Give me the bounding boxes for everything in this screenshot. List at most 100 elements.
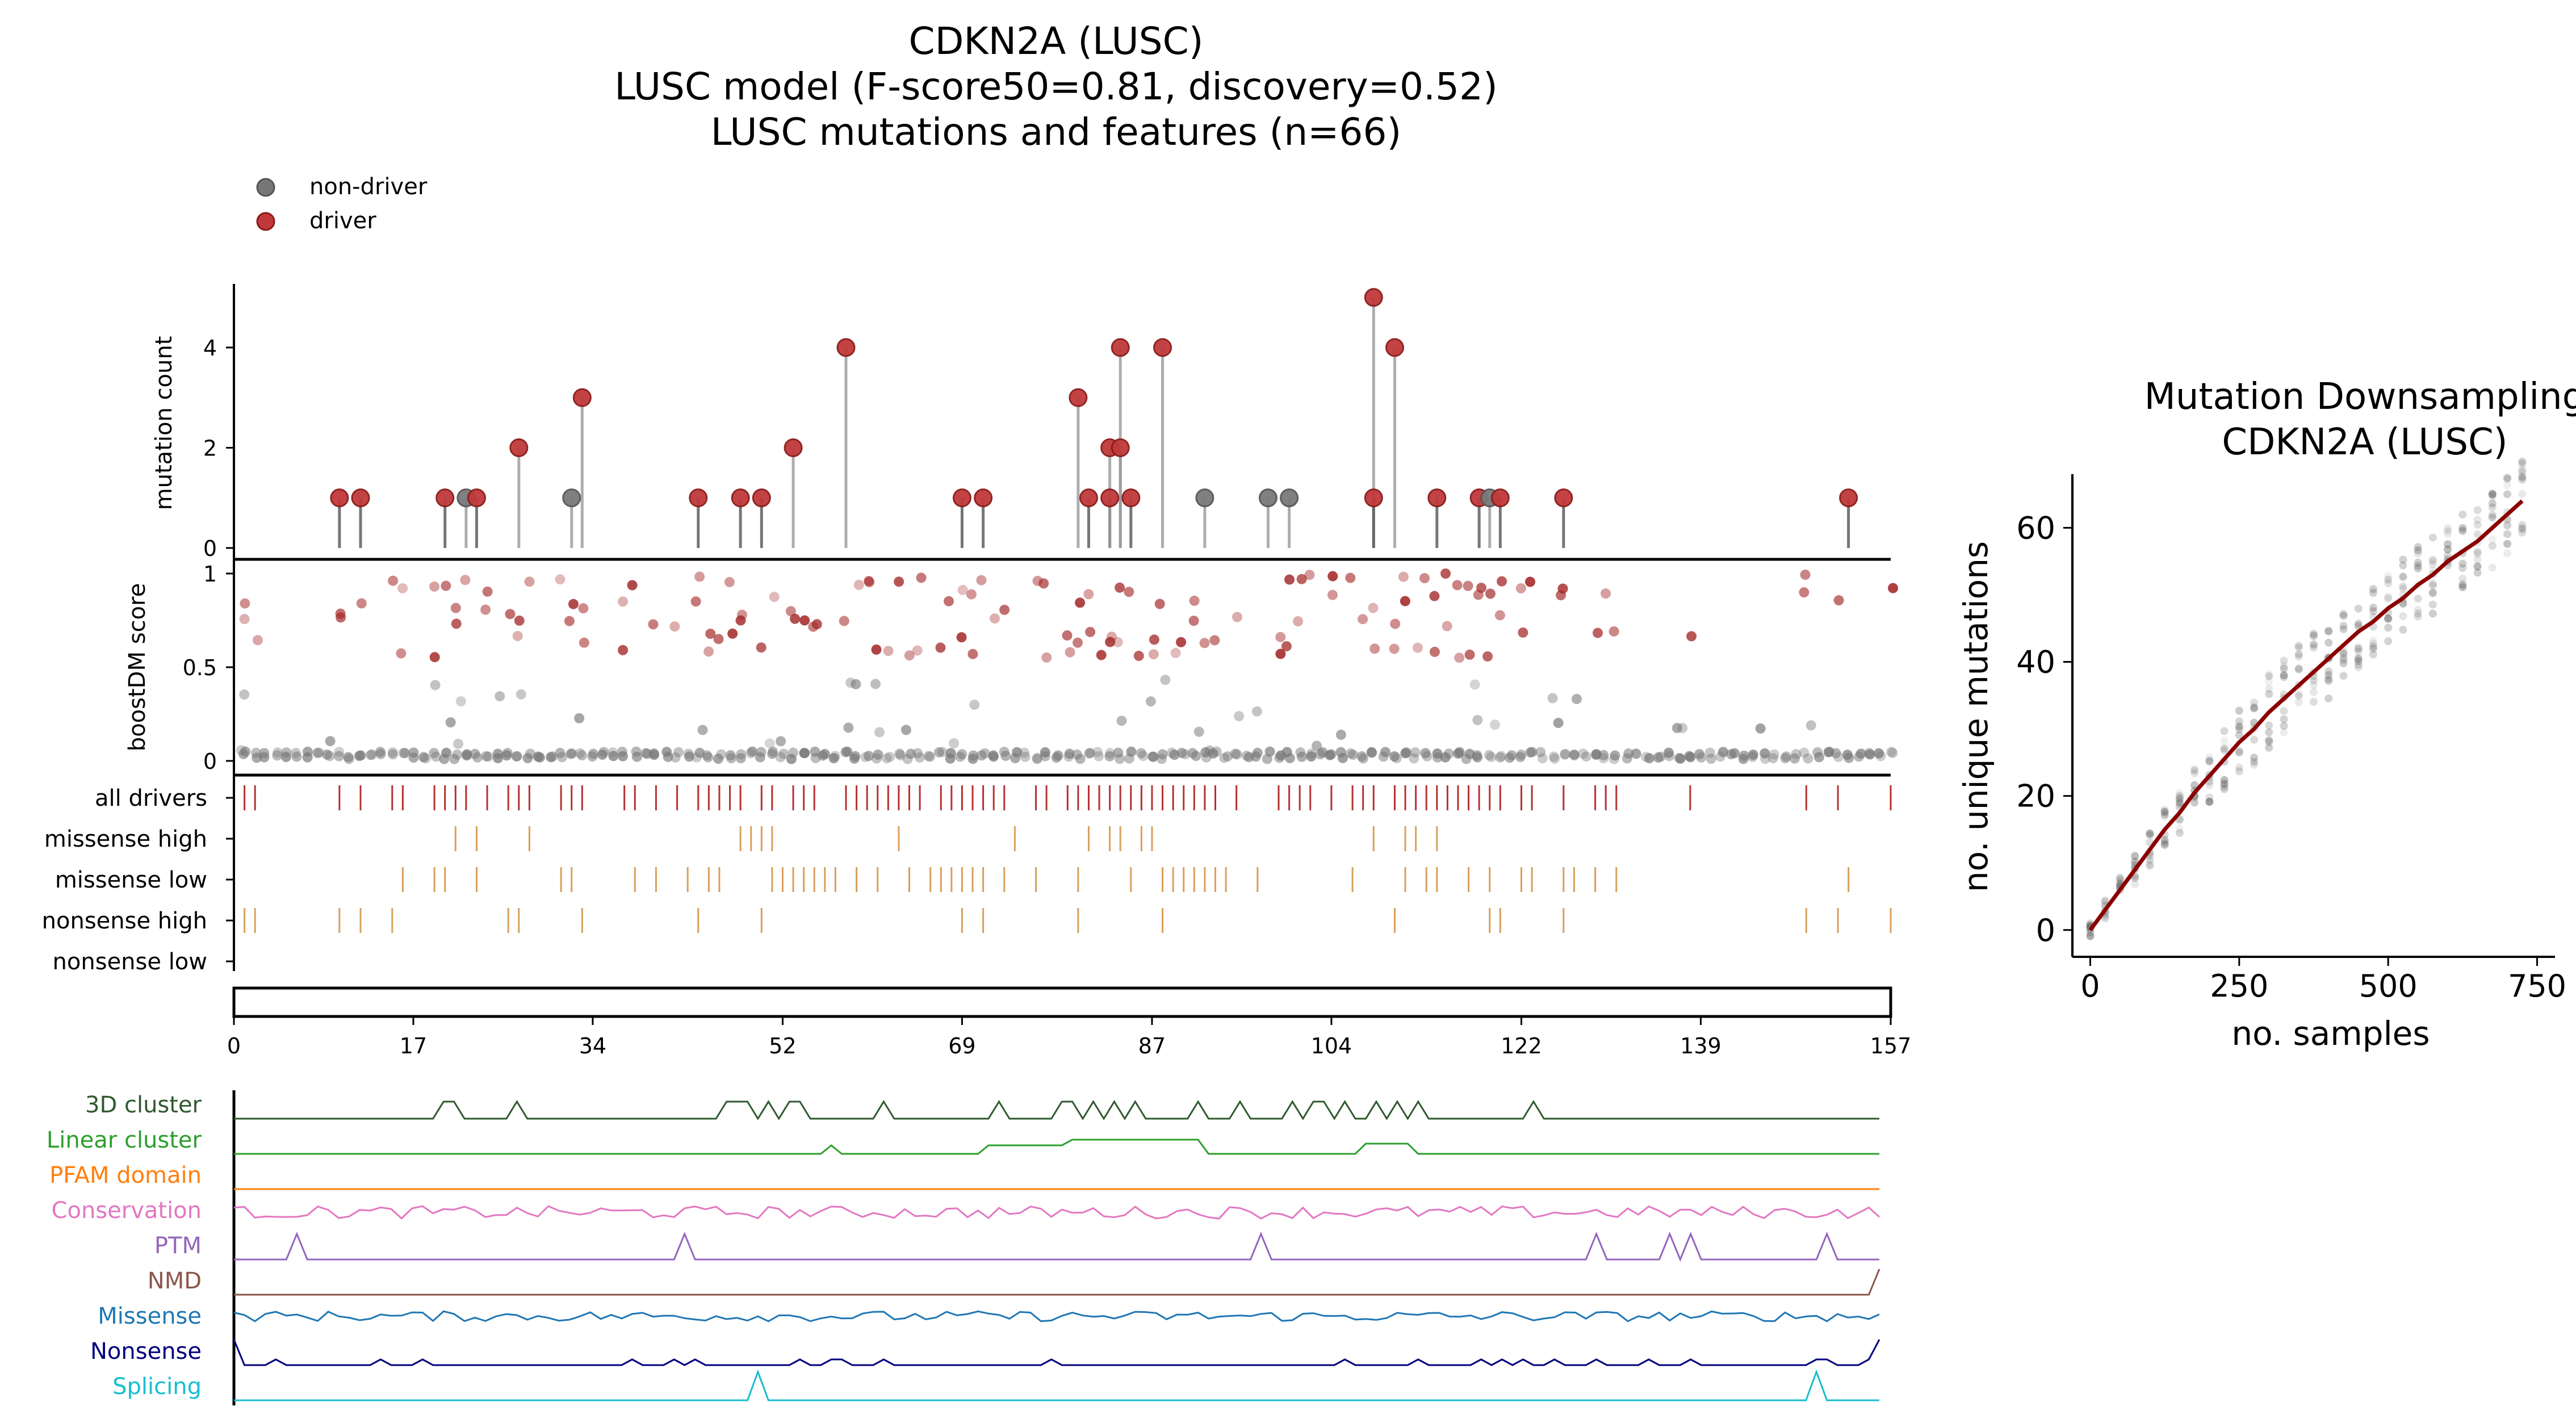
score-point-nondriver bbox=[1747, 751, 1758, 762]
feature-label: Splicing bbox=[112, 1374, 202, 1400]
ds-y-label: no. unique mutations bbox=[1957, 541, 1995, 892]
score-point-nondriver bbox=[1064, 748, 1075, 759]
score-point-nondriver bbox=[273, 747, 283, 758]
ds-sample-point bbox=[2488, 510, 2497, 519]
score-point-nondriver bbox=[1610, 750, 1620, 761]
ds-sample-point bbox=[2160, 810, 2169, 819]
ds-sample-point bbox=[2399, 584, 2407, 593]
score-point-nondriver bbox=[312, 747, 323, 758]
score-point-nondriver bbox=[240, 746, 251, 757]
score-point-nondriver bbox=[1704, 747, 1715, 758]
ds-sample-point bbox=[2339, 656, 2348, 664]
score-point-driver bbox=[705, 629, 716, 639]
ds-sample-point bbox=[2220, 779, 2229, 788]
score-point-nondriver bbox=[511, 751, 522, 762]
score-point-driver bbox=[1199, 638, 1210, 648]
ds-sample-point bbox=[2518, 521, 2527, 529]
score-point-nondriver bbox=[1085, 748, 1096, 759]
ds-sample-point bbox=[2384, 637, 2393, 646]
score-point-nondriver bbox=[692, 752, 702, 763]
score-point-driver bbox=[388, 575, 399, 586]
ds-sample-point bbox=[2458, 575, 2467, 583]
ds-sample-point bbox=[2280, 656, 2288, 665]
ds-sample-point bbox=[2414, 606, 2422, 614]
score-point-driver bbox=[240, 598, 250, 609]
ds-sample-point bbox=[2339, 621, 2348, 630]
ds-sample-point bbox=[2235, 725, 2243, 734]
ds-sample-point bbox=[2235, 763, 2243, 772]
score-point-driver bbox=[450, 602, 461, 613]
score-point-nondriver bbox=[1548, 751, 1559, 762]
feature-line bbox=[234, 1369, 1879, 1401]
score-point-nondriver bbox=[1084, 748, 1095, 759]
score-point-driver bbox=[1041, 652, 1052, 663]
ds-sample-point bbox=[2339, 648, 2348, 656]
ds-sample-point bbox=[2310, 676, 2318, 685]
ds-sample-point bbox=[2458, 564, 2467, 572]
ds-sample-point bbox=[2488, 563, 2497, 572]
ds-sample-point bbox=[2250, 698, 2259, 707]
score-point-nondriver bbox=[703, 752, 714, 763]
ds-sample-point bbox=[2250, 735, 2259, 744]
score-point-nondriver bbox=[1200, 747, 1211, 758]
score-point-driver bbox=[460, 575, 471, 585]
ds-sample-point bbox=[2265, 672, 2273, 680]
score-point-driver bbox=[1154, 599, 1165, 609]
lollipop-heads bbox=[330, 288, 1858, 508]
ds-sample-point bbox=[2280, 671, 2288, 679]
ds-sample-point bbox=[2220, 744, 2229, 753]
ds-sample-point bbox=[2428, 600, 2437, 609]
score-point-nondriver bbox=[1833, 752, 1844, 763]
ds-sample-point bbox=[2280, 728, 2288, 736]
ds-sample-point bbox=[2518, 489, 2527, 498]
position-axis: 0 17 34 52 69 87 104 122 139 157 bbox=[227, 986, 1911, 1058]
ds-sample-point bbox=[2280, 722, 2288, 730]
ds-sample-point bbox=[2354, 657, 2363, 666]
ds-sample-point bbox=[2384, 592, 2393, 601]
score-point-nondriver bbox=[1560, 748, 1571, 759]
score-point-driver bbox=[999, 604, 1010, 615]
track-labels: all drivers missense high missense low nons… bbox=[42, 785, 234, 975]
ds-sample-point bbox=[2265, 738, 2273, 747]
ds-sample-point bbox=[2369, 604, 2377, 612]
score-point-nondriver bbox=[726, 753, 737, 764]
ds-sample-point bbox=[2160, 836, 2169, 844]
score-point-nondriver bbox=[430, 680, 441, 691]
score-point-nondriver bbox=[1760, 748, 1770, 759]
score-point-driver bbox=[1609, 626, 1619, 637]
ds-sample-point bbox=[2369, 637, 2377, 645]
ds-sample-point bbox=[2339, 672, 2348, 680]
score-point-nondriver bbox=[462, 750, 472, 761]
score-point-driver bbox=[1105, 637, 1116, 647]
score-point-nondriver bbox=[1019, 747, 1030, 758]
ds-sample-point bbox=[2235, 722, 2243, 731]
ds-sample-point bbox=[2324, 694, 2333, 703]
ds-sample-point bbox=[2414, 549, 2422, 558]
ds-sample-point bbox=[2414, 562, 2422, 570]
score-point-nondriver bbox=[1461, 754, 1472, 764]
score-point-nondriver bbox=[1641, 752, 1652, 763]
score-point-nondriver bbox=[1160, 675, 1171, 685]
score-point-nondriver bbox=[1726, 749, 1737, 760]
ds-sample-point bbox=[2503, 521, 2512, 530]
ds-sample-point bbox=[2458, 559, 2467, 568]
score-point-driver bbox=[904, 650, 915, 661]
score-point-driver bbox=[1429, 591, 1440, 601]
ds-sample-point bbox=[2369, 650, 2377, 659]
ds-sample-point bbox=[2369, 645, 2377, 653]
score-point-driver bbox=[1293, 616, 1304, 627]
score-point-driver bbox=[1473, 589, 1484, 600]
score-point-driver bbox=[1358, 614, 1368, 625]
score-point-nondriver bbox=[1515, 752, 1526, 763]
score-point-nondriver bbox=[1631, 748, 1641, 759]
score-point-nondriver bbox=[1598, 753, 1609, 764]
score-point-driver bbox=[396, 648, 407, 659]
feature-lines bbox=[233, 1100, 1880, 1401]
feature-label: Nonsense bbox=[90, 1338, 202, 1365]
ds-sample-point bbox=[2503, 549, 2512, 558]
ds-sample-point bbox=[2339, 610, 2348, 618]
score-point-nondriver bbox=[408, 747, 419, 758]
score-point-driver bbox=[785, 606, 796, 617]
score-point-nondriver bbox=[291, 751, 302, 762]
score-point-driver bbox=[1400, 596, 1410, 606]
